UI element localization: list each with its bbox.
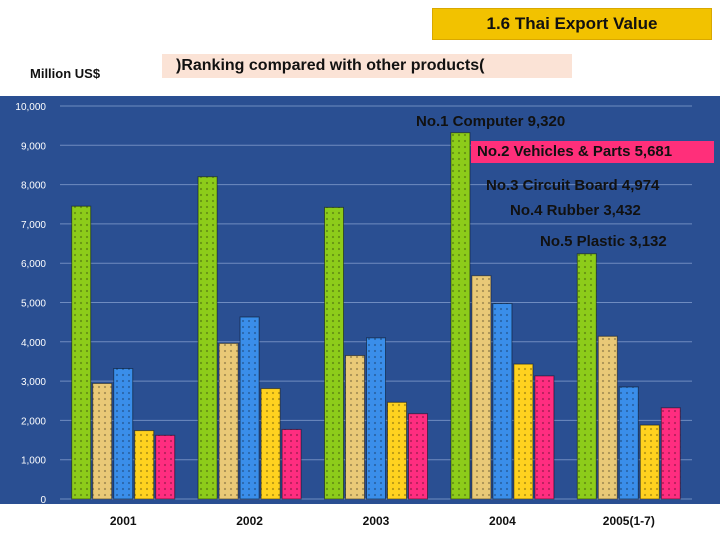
bar-texture xyxy=(366,337,386,499)
bar-texture xyxy=(240,317,260,499)
bar-texture xyxy=(113,368,133,499)
y-tick-label: 9,000 xyxy=(21,141,46,152)
y-tick-label: 6,000 xyxy=(21,259,46,270)
annotation-rank-5: No.5 Plastic 3,132 xyxy=(540,233,667,250)
x-tick-label: 2004 xyxy=(489,514,516,528)
bar-texture xyxy=(661,407,681,499)
bar-texture xyxy=(71,206,91,499)
bar-texture xyxy=(598,336,618,499)
y-tick-label: 4,000 xyxy=(21,338,46,349)
bar-texture xyxy=(219,343,239,499)
bar-texture xyxy=(282,429,302,499)
y-tick-label: 2,000 xyxy=(21,416,46,427)
chart-area: 0 1,000 2,000 3,000 4,000 5,000 6,000 7,000 8,00… xyxy=(0,96,720,540)
y-tick-label: 8,000 xyxy=(21,181,46,192)
annotation-rank-3: No.3 Circuit Board 4,974 xyxy=(486,177,660,194)
y-tick-label: 5,000 xyxy=(21,299,46,310)
bar-texture xyxy=(261,388,281,499)
bar-texture xyxy=(324,207,344,500)
y-tick-label: 7,000 xyxy=(21,220,46,231)
x-tick-label: 2002 xyxy=(236,514,263,528)
y-tick-label: 3,000 xyxy=(21,377,46,388)
y-tick-label: 10,000 xyxy=(15,102,46,113)
bar-texture xyxy=(155,435,175,499)
bar-texture xyxy=(92,383,112,499)
y-tick-label: 0 xyxy=(40,495,46,506)
bar-texture xyxy=(577,253,597,499)
bar-texture xyxy=(534,375,554,499)
x-tick-label: 2001 xyxy=(110,514,137,528)
annotation-rank-1: No.1 Computer 9,320 xyxy=(416,113,566,130)
bar-texture xyxy=(345,355,365,499)
x-axis-band xyxy=(0,504,720,540)
annotation-rank-2: No.2 Vehicles & Parts 5,681 xyxy=(471,141,714,163)
bar-texture xyxy=(471,275,491,499)
x-tick-label: 2003 xyxy=(363,514,390,528)
bar-chart: 0 1,000 2,000 3,000 4,000 5,000 6,000 7,000 8,00… xyxy=(0,96,720,540)
bar-texture xyxy=(619,386,639,499)
title-banner: 1.6 Thai Export Value xyxy=(432,8,712,40)
bar-texture xyxy=(450,132,470,499)
bar-texture xyxy=(198,176,218,499)
subtitle-banner: )Ranking compared with other products( xyxy=(162,54,572,78)
bar-texture xyxy=(492,303,512,499)
bar-texture xyxy=(387,402,407,499)
y-tick-label: 1,000 xyxy=(21,456,46,467)
bar-texture xyxy=(640,425,660,499)
bar-texture xyxy=(134,430,154,499)
x-tick-label: 2005(1-7) xyxy=(603,514,655,528)
bar-texture xyxy=(513,364,533,499)
annotation-rank-4: No.4 Rubber 3,432 xyxy=(510,202,641,219)
y-axis-unit-label: Million US$ xyxy=(30,66,101,81)
bar-texture xyxy=(408,413,428,499)
